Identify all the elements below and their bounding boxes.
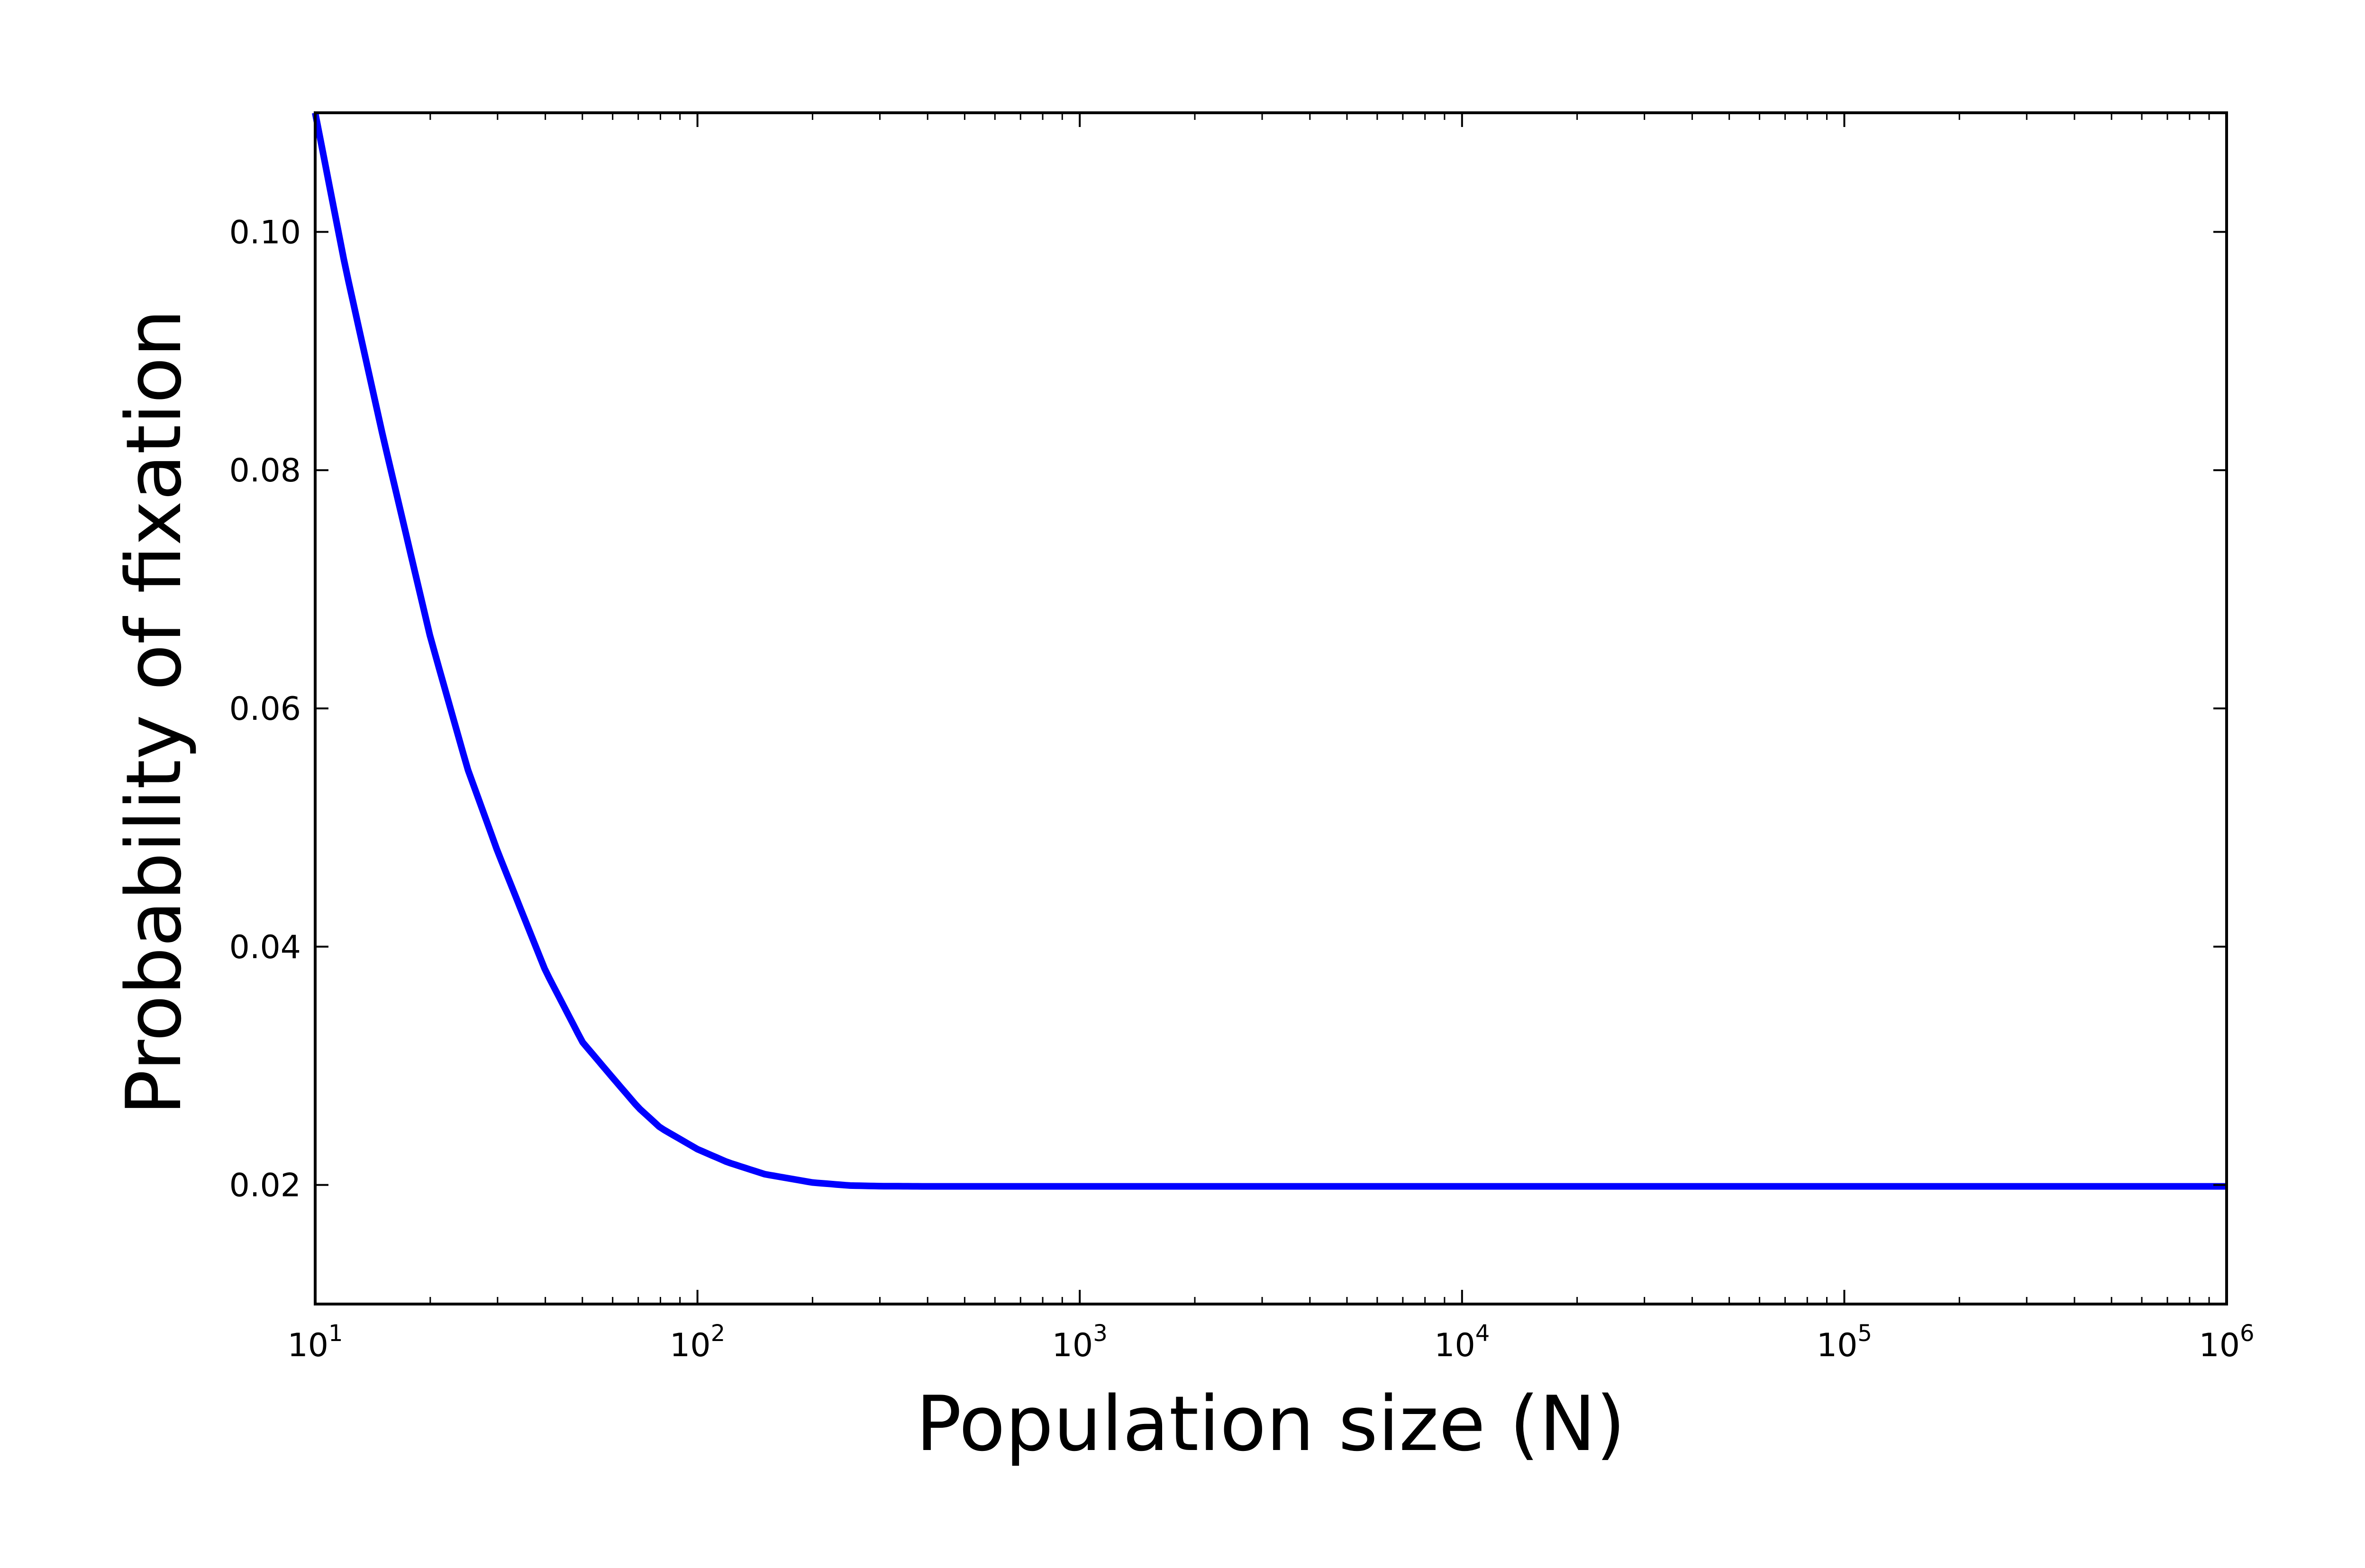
series-line-0 <box>312 112 2227 1190</box>
x-tick-label: 101 <box>287 1320 343 1364</box>
x-tick-label: 105 <box>1817 1320 1872 1364</box>
y-tick-label: 0.02 <box>229 1167 301 1205</box>
x-tick-label: 103 <box>1052 1320 1108 1364</box>
y-tick-label: 0.08 <box>229 452 301 489</box>
y-tick-label: 0.06 <box>229 690 301 728</box>
x-tick-label: 106 <box>2199 1320 2254 1364</box>
y-tick-label: 0.04 <box>229 929 301 966</box>
x-tick-label: 104 <box>1434 1320 1490 1364</box>
x-tick-label: 102 <box>670 1320 725 1364</box>
y-tick-label: 0.10 <box>229 214 301 251</box>
y-axis-label: Probability of fixation <box>109 309 198 1115</box>
x-axis-label: Population size (N) <box>916 1379 1625 1468</box>
